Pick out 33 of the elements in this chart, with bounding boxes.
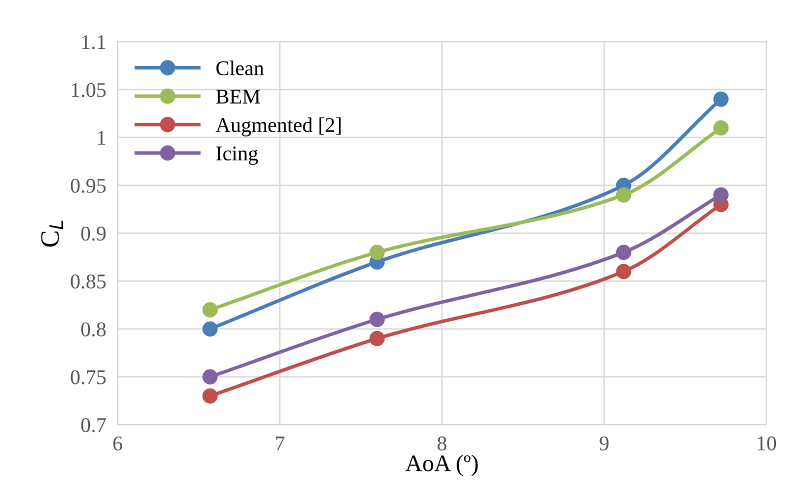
point (713, 92, 729, 107)
y-tick-label: 1.05 (72, 82, 106, 98)
y-axis-title: C$_{L}$ (41, 220, 63, 247)
point (369, 244, 385, 260)
x-tick-label: 9 (600, 436, 609, 450)
point (369, 312, 385, 328)
y-tick-label: 0.95 (70, 178, 106, 193)
x-tick-label: 6 (113, 436, 122, 450)
point (713, 187, 729, 203)
point (202, 321, 218, 337)
point (369, 330, 385, 346)
y-tick-label: 0.75 (70, 370, 106, 384)
y-tick-label: 0.8 (81, 322, 106, 336)
y-tick-label: 1.1 (82, 35, 106, 50)
x-tick-label: 10 (758, 436, 776, 450)
point (202, 369, 218, 384)
legend-label: BEM (216, 90, 260, 104)
point (202, 388, 218, 404)
y-tick-label: 1 (98, 130, 106, 145)
y-tick-label: 0.7 (81, 418, 106, 432)
x-tick-label: 7 (276, 436, 284, 450)
point (616, 264, 632, 280)
legend-label: Augmented [2] (216, 117, 341, 136)
point (713, 120, 729, 136)
y-tick-label: 0.9 (81, 226, 106, 241)
point (616, 187, 632, 203)
legend-label: Icing (216, 146, 258, 165)
point (202, 302, 218, 318)
x-tick-label: 8 (438, 436, 446, 450)
legend-label: Clean (216, 60, 264, 76)
y-tick-label: 0.85 (70, 274, 106, 289)
x-axis-title: AoA (º) (405, 454, 478, 476)
point (616, 244, 632, 260)
